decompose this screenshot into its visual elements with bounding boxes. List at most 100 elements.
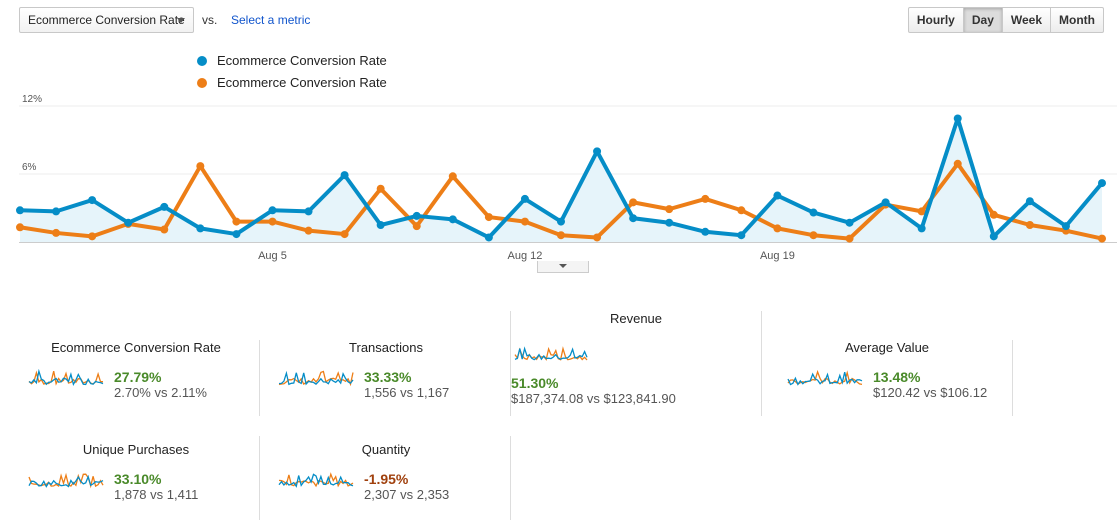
divider [1012, 340, 1013, 416]
legend-item: Ecommerce Conversion Rate [197, 72, 387, 94]
data-point [88, 232, 97, 241]
data-point [52, 228, 61, 237]
legend-orange-dot-icon [197, 78, 207, 88]
scorecard-change: 33.33% [364, 369, 412, 385]
hourly-button[interactable]: Hourly [907, 7, 964, 33]
data-point [88, 196, 97, 205]
data-point [16, 206, 24, 215]
chevron-down-icon [177, 18, 185, 23]
data-point [989, 210, 998, 219]
data-point [268, 206, 277, 215]
data-point [412, 211, 421, 220]
divider [510, 436, 511, 520]
data-point [448, 172, 457, 181]
sparkline-series [514, 346, 588, 361]
primary-metric-label: Ecommerce Conversion Rate [28, 13, 185, 27]
data-point [809, 231, 818, 240]
data-point [1098, 234, 1106, 243]
data-point [376, 184, 385, 193]
data-point [953, 114, 962, 123]
data-point [376, 221, 385, 229]
sparkline-series [787, 369, 863, 386]
data-point [953, 159, 962, 168]
scorecard-conversion-rate[interactable]: Ecommerce Conversion Rate 27.79% 2.70% v… [11, 340, 261, 422]
data-point [881, 198, 890, 207]
data-point [917, 224, 926, 233]
data-point [845, 218, 854, 227]
x-tick-label: Aug 5 [258, 250, 287, 262]
data-point [1061, 222, 1070, 231]
data-point [340, 230, 349, 239]
sparkline-series [28, 474, 104, 488]
data-point [917, 207, 926, 216]
sparkline [278, 472, 354, 488]
data-point [16, 223, 24, 232]
data-point [629, 214, 638, 223]
data-point [701, 227, 710, 236]
data-point [1025, 197, 1034, 206]
data-point [1025, 221, 1034, 229]
data-point [160, 225, 169, 234]
data-point [484, 233, 493, 242]
scorecard-title: Transactions [349, 340, 423, 355]
y-tick-label: 6% [22, 162, 37, 173]
data-point [196, 162, 205, 171]
scorecard-title: Unique Purchases [82, 442, 190, 457]
data-point [665, 218, 674, 227]
scorecard-average-value[interactable]: Average Value 13.48% $120.42 vs $106.12 [762, 340, 1012, 422]
data-point [304, 207, 313, 216]
x-tick-label: Aug 19 [760, 250, 795, 262]
scorecard-change: 27.79% [114, 369, 162, 385]
primary-metric-dropdown[interactable]: Ecommerce Conversion Rate [19, 7, 194, 33]
vs-label: vs. [202, 13, 218, 27]
data-point [665, 205, 674, 214]
scorecard-comparison: $187,374.08 vs $123,841.90 [511, 391, 676, 406]
divider [259, 340, 260, 416]
divider [259, 436, 260, 520]
legend-label: Ecommerce Conversion Rate [217, 75, 387, 90]
scorecard-comparison: 2.70% vs 2.11% [114, 385, 207, 400]
select-metric-link[interactable]: Select a metric [231, 13, 311, 27]
data-point [52, 207, 61, 216]
data-point [412, 222, 421, 231]
chart-collapse-toggle[interactable] [537, 261, 589, 273]
scorecard-unique-purchases[interactable]: Unique Purchases 33.10% 1,878 vs 1,411 [11, 442, 261, 524]
sparkline-series [278, 370, 354, 386]
day-button[interactable]: Day [962, 7, 1003, 33]
data-point [593, 147, 602, 156]
month-button[interactable]: Month [1050, 7, 1104, 33]
data-point [1098, 179, 1106, 188]
data-point [232, 230, 241, 239]
granularity-toggle: Hourly Day Week Month [907, 7, 1104, 33]
data-point [340, 171, 349, 180]
line-chart: 12% 6% Aug 5 Aug 12 Aug 19 [16, 94, 1117, 262]
sparkline [28, 369, 104, 387]
scorecard-change: 51.30% [511, 375, 559, 391]
scorecard-title: Revenue [609, 311, 663, 326]
data-point [196, 224, 205, 233]
legend-label: Ecommerce Conversion Rate [217, 53, 387, 68]
sparkline-series [28, 369, 104, 387]
legend-blue-dot-icon [197, 56, 207, 66]
data-point [701, 194, 710, 203]
scorecard-comparison: 2,307 vs 2,353 [364, 487, 450, 502]
data-point [737, 206, 746, 215]
data-point [160, 202, 169, 211]
data-point [484, 213, 493, 222]
data-point [304, 226, 313, 235]
sparkline [278, 370, 354, 387]
data-point [773, 191, 782, 200]
week-button[interactable]: Week [1001, 7, 1052, 33]
scorecard-transactions[interactable]: Transactions 33.33% 1,556 vs 1,167 [261, 340, 511, 422]
data-point [448, 215, 457, 224]
data-point [520, 194, 529, 203]
data-point [268, 217, 277, 226]
scorecard-title: Average Value [844, 340, 930, 355]
data-point [737, 231, 746, 240]
scorecard-comparison: 1,878 vs 1,411 [114, 487, 199, 502]
scorecard-quantity[interactable]: Quantity -1.95% 2,307 vs 2,353 [261, 442, 511, 524]
data-point [557, 217, 565, 226]
scorecard-change: -1.95% [364, 471, 409, 487]
divider [761, 311, 762, 416]
scorecard-revenue[interactable]: Revenue 51.30% $187,374.08 vs $123,841.9… [511, 311, 761, 406]
